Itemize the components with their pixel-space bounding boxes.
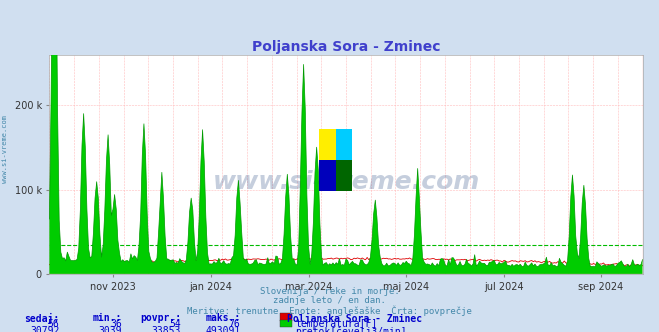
Text: sedaj:: sedaj: [24, 313, 59, 324]
Text: 56: 56 [47, 319, 59, 329]
Text: maks.:: maks.: [206, 313, 241, 323]
Text: Slovenija / reke in morje.: Slovenija / reke in morje. [260, 287, 399, 296]
Text: Poljanska Sora - Zminec: Poljanska Sora - Zminec [287, 313, 422, 324]
Text: zadnje leto / en dan.: zadnje leto / en dan. [273, 296, 386, 305]
Text: 76: 76 [229, 319, 241, 329]
Text: povpr.:: povpr.: [140, 313, 181, 323]
Text: www.si-vreme.com: www.si-vreme.com [212, 170, 480, 194]
Text: 36: 36 [110, 319, 122, 329]
Text: www.si-vreme.com: www.si-vreme.com [2, 116, 9, 183]
Text: pretok[čevelj3/min]: pretok[čevelj3/min] [295, 326, 407, 332]
Text: 493091: 493091 [206, 326, 241, 332]
Text: 54: 54 [169, 319, 181, 329]
Text: min.:: min.: [92, 313, 122, 323]
Text: temperatura[F]: temperatura[F] [295, 319, 378, 329]
Text: 3039: 3039 [98, 326, 122, 332]
Text: 30792: 30792 [30, 326, 59, 332]
Text: 33853: 33853 [152, 326, 181, 332]
Title: Poljanska Sora - Zminec: Poljanska Sora - Zminec [252, 40, 440, 53]
Text: Meritve: trenutne  Enote: anglešaške  Črta: povprečje: Meritve: trenutne Enote: anglešaške Črta… [187, 306, 472, 316]
